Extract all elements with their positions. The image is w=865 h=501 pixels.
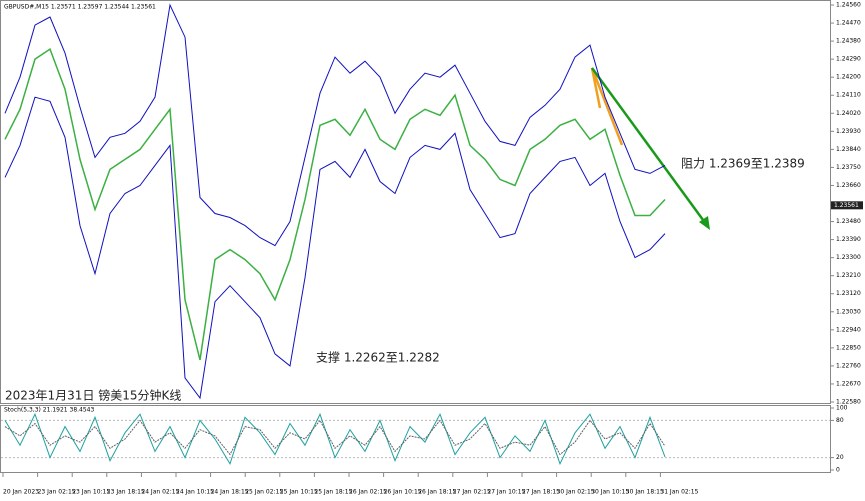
series-line [4, 412, 666, 466]
arrow-head [699, 216, 710, 230]
x-tick-label: 30 Jan 10:15 [591, 489, 629, 496]
y-tick-label: 1.23660 [836, 182, 861, 189]
y-tick-label: 1.23750 [836, 164, 861, 171]
x-tick-label: 27 Jan 10:15 [487, 489, 525, 496]
y-tick-label: 1.24110 [836, 92, 861, 99]
price-tag [831, 201, 863, 210]
y-tick-label: 100 [836, 405, 848, 412]
price-label: 1.23561 [834, 202, 859, 209]
x-tick-label: 24 Jan 02:15 [141, 489, 179, 496]
x-tick-label: 23 Jan 18:15 [107, 489, 145, 496]
y-tick-label: 1.23120 [836, 290, 861, 297]
x-tick-label: 20 Jan 2023 [3, 489, 39, 496]
y-tick-label: 80 [836, 417, 844, 424]
y-tick-label: 1.22760 [836, 362, 861, 369]
y-tick-label: 1.23030 [836, 308, 861, 315]
y-tick-label: 1.24560 [836, 2, 861, 9]
x-tick-label: 26 Jan 18:15 [418, 489, 456, 496]
y-tick-label: 0 [836, 467, 840, 474]
x-tick-label: 26 Jan 02:15 [349, 489, 387, 496]
x-tick-label: 24 Jan 18:15 [211, 489, 249, 496]
series-line [4, 47, 666, 361]
indicator-title: Stoch(5,3,3) 21.1921 38.4543 [4, 407, 95, 414]
y-tick-label: 1.23840 [836, 146, 861, 153]
main-pane [0, 0, 831, 404]
trend-line [590, 67, 708, 225]
y-tick-label: 1.24200 [836, 74, 861, 81]
x-tick-label: 27 Jan 02:15 [453, 489, 491, 496]
annotation: 阻力 1.2369至1.2389 [681, 157, 805, 171]
y-tick-label: 1.22670 [836, 380, 861, 387]
x-tick-label: 23 Jan 10:15 [72, 489, 110, 496]
y-tick-label: 1.23390 [836, 236, 861, 243]
x-tick-label: 25 Jan 10:15 [280, 489, 318, 496]
y-tick-label: 1.24470 [836, 20, 861, 27]
x-tick-label: 24 Jan 10:15 [176, 489, 214, 496]
x-tick-label: 25 Jan 02:15 [245, 489, 283, 496]
y-tick-label: 1.22580 [836, 398, 861, 405]
series-line [4, 3, 666, 247]
indicator-pane [0, 405, 831, 473]
y-tick-label: 1.23480 [836, 218, 861, 225]
x-tick-label: 26 Jan 10:15 [384, 489, 422, 496]
y-tick-label: 1.22850 [836, 344, 861, 351]
y-tick-label: 1.22940 [836, 326, 861, 333]
annotation: 2023年1月31日 镑美15分钟K线 [5, 388, 181, 403]
y-tick-label: 1.24020 [836, 110, 861, 117]
trend-line [590, 67, 602, 109]
y-tick-label: 1.24290 [836, 56, 861, 63]
y-tick-label: 1.23300 [836, 254, 861, 261]
x-tick-label: 30 Jan 02:15 [557, 489, 595, 496]
x-tick-label: 31 Jan 02:15 [660, 489, 698, 496]
header: GBPUSD#,M15 1.23571 1.23597 1.23544 1.23… [4, 4, 156, 11]
y-tick-label: 1.24380 [836, 38, 861, 45]
y-tick-label: 20 [836, 454, 844, 461]
y-tick-label: 1.23210 [836, 272, 861, 279]
x-tick-label: 23 Jan 02:15 [38, 489, 76, 496]
x-tick-label: 27 Jan 18:15 [522, 489, 560, 496]
x-tick-label: 30 Jan 18:15 [626, 489, 664, 496]
annotation: 支撑 1.2262至1.2282 [316, 350, 440, 365]
series-line [4, 96, 666, 400]
trend-line [590, 67, 624, 146]
x-tick-label: 25 Jan 18:15 [314, 489, 352, 496]
y-tick-label: 1.23930 [836, 128, 861, 135]
series-line [4, 419, 666, 456]
